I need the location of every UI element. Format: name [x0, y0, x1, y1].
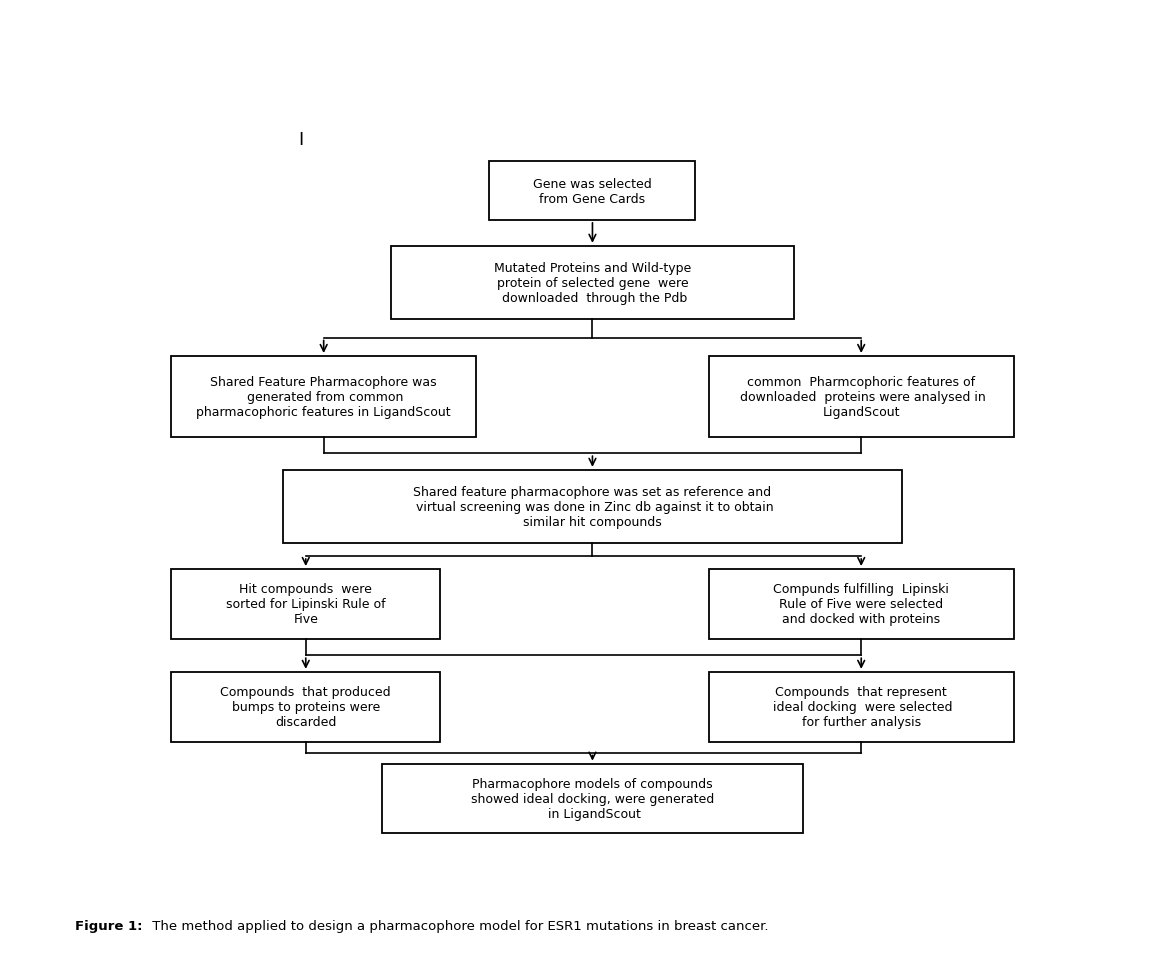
FancyBboxPatch shape	[381, 763, 803, 834]
Text: Mutated Proteins and Wild-type
protein of selected gene  were
 downloaded  throu: Mutated Proteins and Wild-type protein o…	[494, 262, 691, 305]
Text: Compounds  that produced
bumps to proteins were
discarded: Compounds that produced bumps to protein…	[221, 685, 391, 728]
FancyBboxPatch shape	[391, 247, 794, 320]
Text: common  Pharmcophoric features of
 downloaded  proteins were analysed in
LigandS: common Pharmcophoric features of downloa…	[736, 375, 986, 418]
Text: Shared feature pharmacophore was set as reference and
 virtual screening was don: Shared feature pharmacophore was set as …	[412, 485, 773, 528]
Text: Compounds  that represent
 ideal docking  were selected
for further analysis: Compounds that represent ideal docking w…	[770, 685, 953, 728]
Text: Hit compounds  were
sorted for Lipinski Rule of
Five: Hit compounds were sorted for Lipinski R…	[225, 582, 386, 626]
FancyBboxPatch shape	[709, 672, 1014, 741]
Text: Pharmacophore models of compounds
showed ideal docking, were generated
 in Ligan: Pharmacophore models of compounds showed…	[470, 777, 714, 821]
FancyBboxPatch shape	[171, 672, 440, 741]
FancyBboxPatch shape	[171, 356, 476, 437]
Text: The method applied to design a pharmacophore model for ESR1 mutations in breast : The method applied to design a pharmacop…	[148, 919, 769, 932]
Text: Gene was selected
from Gene Cards: Gene was selected from Gene Cards	[533, 177, 652, 206]
Text: I: I	[298, 132, 304, 149]
Text: Shared Feature Pharmacophore was
 generated from common
pharmacophoric features : Shared Feature Pharmacophore was generat…	[197, 375, 451, 418]
FancyBboxPatch shape	[171, 569, 440, 639]
FancyBboxPatch shape	[709, 356, 1014, 437]
FancyBboxPatch shape	[283, 470, 902, 543]
FancyBboxPatch shape	[489, 162, 696, 221]
Text: Compunds fulfilling  Lipinski
Rule of Five were selected
and docked with protein: Compunds fulfilling Lipinski Rule of Fiv…	[773, 582, 949, 626]
Text: Figure 1:: Figure 1:	[75, 919, 142, 932]
FancyBboxPatch shape	[709, 569, 1014, 639]
